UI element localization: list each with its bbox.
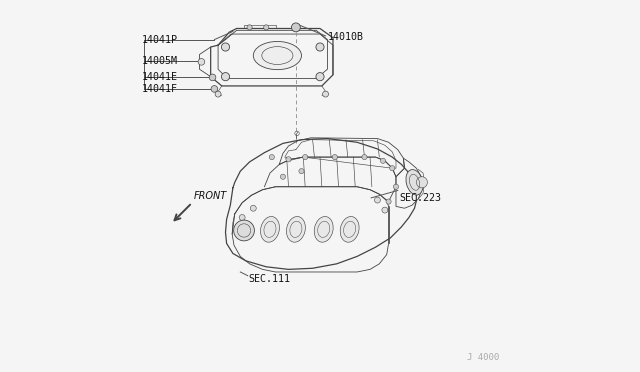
Ellipse shape [406,170,423,195]
Circle shape [390,166,395,171]
Circle shape [362,154,367,160]
Text: J 4000: J 4000 [467,353,500,362]
Circle shape [417,177,428,188]
Text: 14005M: 14005M [142,56,178,66]
Circle shape [198,58,205,65]
Circle shape [221,73,230,81]
Circle shape [303,154,308,160]
Ellipse shape [260,217,280,242]
Circle shape [211,86,218,92]
Circle shape [247,25,252,30]
Text: 14041E: 14041E [142,73,178,83]
Circle shape [332,154,337,160]
Circle shape [269,154,275,160]
Circle shape [299,169,304,174]
Circle shape [209,74,216,81]
Circle shape [323,91,328,97]
Circle shape [264,25,269,30]
Ellipse shape [314,217,333,242]
Ellipse shape [340,217,359,242]
Circle shape [286,157,291,162]
Circle shape [394,184,399,189]
Circle shape [382,207,388,213]
Circle shape [316,43,324,51]
Circle shape [316,73,324,81]
Text: SEC.223: SEC.223 [400,193,442,203]
Ellipse shape [287,217,305,242]
Circle shape [386,199,391,204]
Circle shape [221,43,230,51]
Circle shape [380,158,385,163]
Text: SEC.111: SEC.111 [249,275,291,284]
Text: 14010B: 14010B [328,32,364,42]
Circle shape [250,205,256,211]
Text: 14041F: 14041F [142,84,178,94]
Text: 14041P: 14041P [142,35,178,45]
Circle shape [239,215,245,221]
Circle shape [374,197,380,203]
Circle shape [234,220,255,241]
Circle shape [280,174,285,179]
Ellipse shape [253,41,301,70]
Text: FRONT: FRONT [193,191,227,201]
Circle shape [215,91,221,97]
Circle shape [291,23,300,32]
